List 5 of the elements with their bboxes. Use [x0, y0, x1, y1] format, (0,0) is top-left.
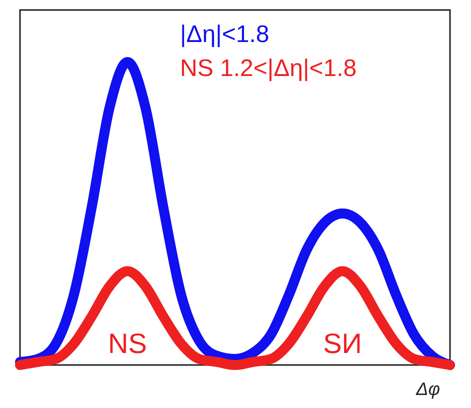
- text: |Δη|<1.8: [180, 21, 270, 48]
- x-axis-title: Δφ: [415, 379, 440, 399]
- text: NS 1.2<|Δη|<1.8: [180, 55, 357, 82]
- annotation: NS: [108, 328, 147, 359]
- annotation: SИ: [323, 328, 362, 359]
